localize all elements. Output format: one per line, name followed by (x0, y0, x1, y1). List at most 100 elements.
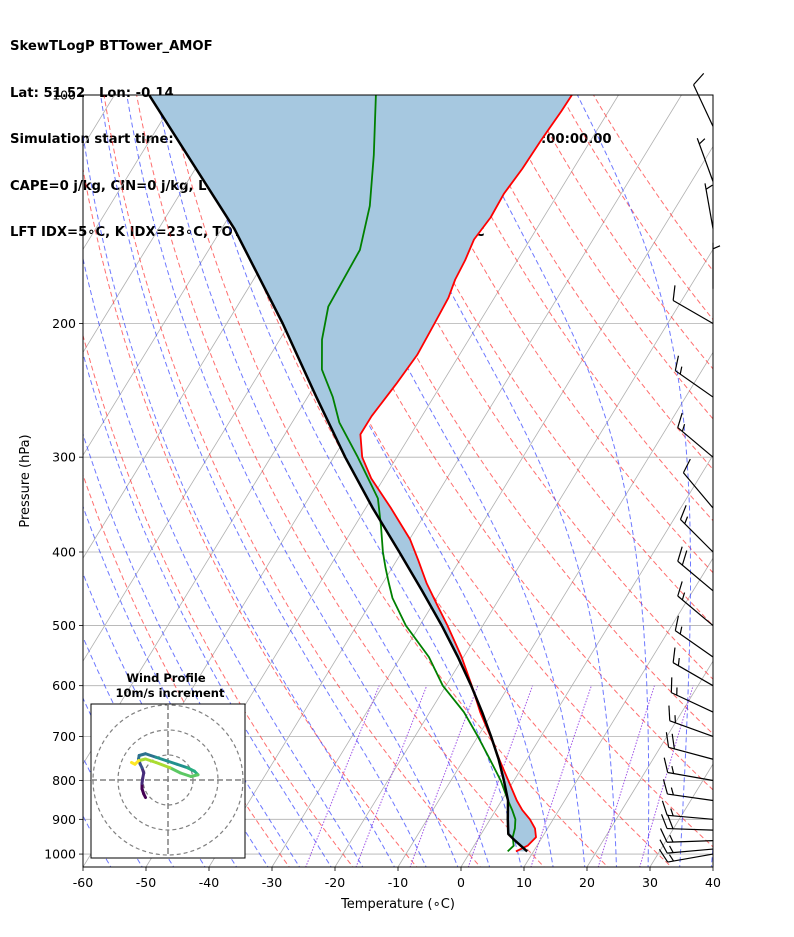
isotherm-gridline (523, 557, 713, 867)
isotherm-gridline (397, 351, 713, 867)
wind-barb (677, 546, 714, 592)
y-tick-label: 300 (52, 450, 76, 465)
wind-barb (696, 138, 714, 182)
wind-barbs (658, 72, 721, 863)
wind-barb-flag (661, 800, 668, 816)
wind-barb-staff (674, 630, 714, 658)
x-tick-label: -30 (262, 875, 282, 890)
wind-barb-flag (677, 581, 683, 597)
wind-barb-staff (671, 692, 714, 713)
isotherm-gridline (460, 454, 713, 867)
moist-adiabat (83, 572, 238, 867)
wind-barb-half-flag (698, 138, 706, 145)
x-tick-label: -50 (136, 875, 156, 890)
hodograph-segment (168, 766, 182, 775)
x-tick-label: 10 (516, 875, 532, 890)
wind-barb-half-flag (679, 366, 683, 375)
title-line-1: SkewTLogP BTTower_AMOF (10, 39, 213, 54)
y-tick-label: 500 (52, 618, 76, 633)
isotherm-gridline (83, 95, 241, 354)
wind-barb-half-flag (669, 834, 674, 843)
wind-barb-flag (671, 733, 675, 749)
wind-barb-staff (667, 771, 714, 782)
wind-barb-staff (667, 827, 714, 831)
wind-barb-half-flag (712, 245, 721, 250)
y-tick-label: 1000 (44, 847, 76, 862)
wind-barb (662, 779, 714, 802)
wind-barb (663, 757, 714, 782)
wind-barb (659, 839, 714, 854)
wind-barb-flag (668, 705, 671, 721)
wind-barb-half-flag (681, 592, 686, 601)
wind-barb (704, 183, 714, 229)
y-tick-label: 900 (52, 812, 76, 827)
cape-area (149, 95, 572, 852)
wind-barb-staff (704, 183, 714, 229)
moist-adiabat (291, 95, 586, 867)
dry-adiabat (462, 95, 713, 471)
moist-adiabat (83, 635, 206, 867)
dry-adiabat (83, 473, 290, 867)
wind-barb-flag (674, 355, 680, 371)
wind-barb-flag (679, 505, 687, 520)
mixing-ratio-line (639, 685, 694, 867)
wind-barb-flag (660, 828, 668, 843)
wind-barb (660, 814, 714, 831)
moist-adiabat (126, 95, 459, 867)
wind-barb (668, 705, 714, 738)
series-layer (148, 95, 573, 853)
moist-adiabat (156, 95, 491, 867)
hodograph-segment (144, 752, 158, 759)
wind-barb-staff (693, 84, 714, 127)
hodograph-segment (154, 761, 172, 770)
x-tick-label: 30 (642, 875, 658, 890)
mixing-ratio-line (530, 685, 592, 867)
x-tick-label: -10 (388, 875, 408, 890)
hodograph-segment (154, 755, 168, 763)
wind-barb-half-flag (681, 423, 686, 432)
dry-adiabat (136, 95, 545, 867)
wind-barb-staff (677, 427, 714, 458)
wind-barb (679, 505, 714, 553)
cape-fill-layer (149, 95, 572, 852)
wind-barb-half-flag (705, 184, 713, 190)
y-tick-label: 200 (52, 316, 76, 331)
wind-barb (670, 677, 714, 713)
isotherm-gridline (208, 95, 682, 867)
isotherm-gridline (83, 95, 304, 457)
wind-barb-flag (682, 458, 691, 474)
dry-adiabat (201, 95, 673, 867)
wind-barb (658, 848, 714, 863)
wind-barb (665, 732, 714, 760)
wind-barb-staff (667, 853, 714, 863)
moist-adiabat (710, 842, 713, 867)
moist-adiabat (83, 131, 395, 867)
isotherm-gridline (649, 763, 713, 867)
hodograph-segment (179, 771, 193, 778)
wind-barb-half-flag (679, 626, 683, 635)
wind-barb-staff (677, 595, 714, 627)
y-tick-label: 800 (52, 773, 76, 788)
wind-barb-staff (667, 814, 714, 820)
dry-adiabat (495, 95, 713, 420)
wind-barb-staff (682, 472, 714, 509)
wind-barb-staff (696, 138, 714, 182)
wind-barb (712, 242, 721, 289)
x-tick-label: -60 (73, 875, 93, 890)
mixing-ratio-line (409, 685, 479, 867)
wind-barb-half-flag (670, 808, 674, 817)
wind-barb-flag (681, 550, 688, 566)
wind-barb-staff (667, 848, 714, 854)
x-tick-label: -20 (325, 875, 345, 890)
y-tick-label: 100 (52, 88, 76, 103)
x-tick-label: 0 (457, 875, 465, 890)
mixing-ratio-line (467, 685, 533, 867)
moist-adiabat (0, 95, 81, 870)
dry-adiabat (83, 333, 354, 867)
wind-barb-staff (668, 746, 714, 760)
wind-barb-flag (666, 814, 674, 829)
hodograph-segment (144, 757, 158, 764)
parcel-profile-line (148, 95, 529, 853)
mixing-ratio-line (355, 685, 428, 867)
isotherm-gridline (334, 248, 713, 867)
